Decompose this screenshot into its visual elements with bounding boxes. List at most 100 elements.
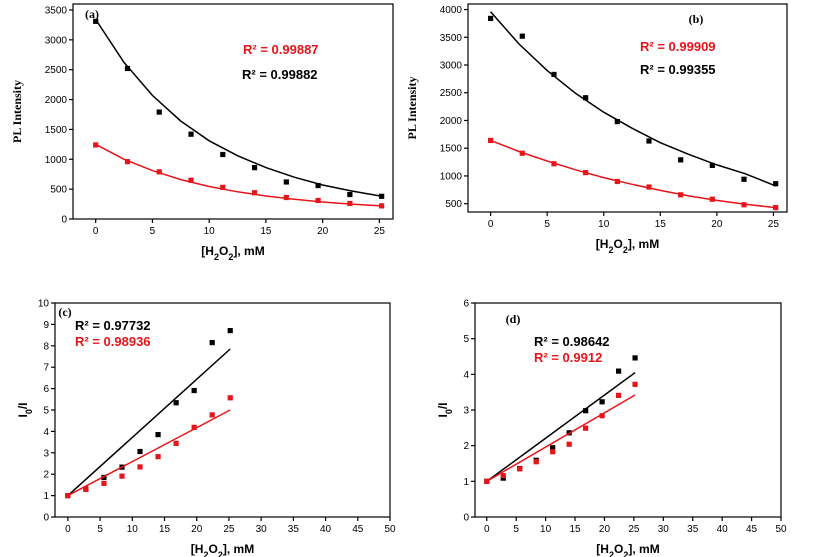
fit-line-black: [67, 348, 231, 497]
fit-line-red: [67, 409, 231, 497]
y-tick-label: 3500: [45, 5, 68, 16]
data-point-red: [227, 395, 233, 401]
data-point-black: [488, 15, 494, 22]
x-tick-label: 30: [658, 524, 670, 535]
data-point-red: [191, 424, 197, 430]
plot-frame: [72, 3, 394, 220]
data-point-black: [550, 445, 556, 451]
data-point-black: [220, 151, 226, 158]
data-point-black: [124, 65, 131, 72]
data-point-red: [500, 473, 506, 479]
x-tick-label: 40: [320, 524, 332, 535]
fit-line-red: [486, 394, 636, 482]
x-tick-label: 30: [256, 524, 268, 535]
y-tick-label: 2000: [45, 95, 68, 106]
x-tick-label: 0: [488, 219, 494, 230]
data-point-black: [156, 109, 162, 115]
data-point-red: [315, 197, 321, 204]
data-point-red: [283, 194, 289, 201]
chart-panel-c: 0 5 10 15 20 25 30 35 40 45 50012345678910(c)[H2O2…: [16, 299, 396, 557]
data-point-red: [773, 204, 779, 211]
x-tick-label: 25: [374, 226, 386, 237]
data-point-red: [646, 184, 652, 190]
x-tick-label: 20: [599, 524, 611, 535]
y-tick-label: 1500: [45, 125, 68, 136]
plot-frame: [474, 302, 782, 518]
data-point-red: [583, 425, 589, 431]
data-point-red: [678, 192, 684, 198]
r2-label-black: R² = 0.99882: [242, 67, 318, 82]
data-point-red: [741, 202, 747, 208]
x-axis-title: [H2O2], mM: [596, 237, 659, 255]
data-point-black: [615, 368, 622, 374]
y-tick-label: 0: [463, 513, 469, 524]
x-axis-title: [H2O2], mM: [596, 542, 659, 557]
x-tick-label: 5: [150, 226, 156, 237]
x-tick-label: 50: [384, 524, 396, 535]
r2-label-red: R² = 0.99887: [243, 42, 319, 57]
x-tick-label: 5: [513, 524, 519, 535]
data-point-black: [283, 179, 289, 185]
data-point-red: [533, 459, 539, 465]
y-tick-label: 2500: [440, 88, 463, 99]
x-tick-label: 45: [746, 524, 758, 535]
data-point-black: [173, 400, 179, 406]
data-point-black: [347, 191, 353, 198]
fit-line-black: [490, 11, 776, 187]
y-tick-label: 2: [43, 470, 49, 481]
data-point-black: [678, 157, 684, 163]
y-tick-label: 4000: [440, 5, 463, 16]
panel-label: (c): [58, 305, 71, 319]
data-point-black: [137, 448, 143, 455]
y-tick-label: 5: [43, 406, 49, 417]
data-point-red: [124, 159, 131, 165]
x-tick-label: 15: [569, 524, 581, 535]
data-point-red: [632, 381, 638, 387]
x-tick-label: 35: [288, 524, 300, 535]
y-tick-label: 8: [43, 341, 49, 352]
data-point-black: [227, 328, 233, 334]
y-tick-label: 3000: [45, 35, 68, 46]
r2-label-red: R² = 0.98936: [75, 334, 151, 349]
data-point-red: [599, 413, 605, 419]
data-point-red: [156, 169, 162, 175]
x-tick-label: 15: [260, 226, 272, 237]
data-point-black: [632, 355, 638, 361]
data-point-red: [550, 449, 556, 455]
data-point-red: [173, 440, 179, 446]
fit-line-red: [490, 139, 776, 209]
y-tick-label: 1500: [440, 144, 463, 155]
data-point-red: [709, 196, 715, 202]
x-tick-label: 20: [711, 219, 723, 230]
plot-frame: [467, 3, 788, 213]
y-axis-title: PL Intensity: [10, 80, 24, 143]
data-point-red: [583, 170, 589, 176]
x-tick-label: 10: [204, 226, 216, 237]
x-tick-label: 15: [655, 219, 667, 230]
y-tick-label: 1000: [440, 171, 463, 182]
x-tick-label: 0: [93, 226, 99, 237]
y-tick-label: 3: [463, 406, 469, 417]
r2-label-black: R² = 0.99355: [640, 62, 716, 77]
data-point-black: [741, 176, 747, 182]
x-tick-label: 40: [717, 524, 729, 535]
data-point-red: [188, 177, 194, 183]
x-tick-label: 50: [775, 524, 787, 535]
data-point-black: [379, 193, 385, 199]
y-tick-label: 1000: [45, 155, 68, 166]
data-point-red: [251, 190, 258, 196]
fit-line-red: [95, 143, 382, 207]
data-point-red: [519, 150, 525, 156]
y-axis-title: I0/I: [16, 402, 34, 417]
y-tick-label: 5: [463, 334, 469, 345]
r2-label-black: R² = 0.97732: [75, 318, 151, 333]
data-point-black: [315, 182, 321, 189]
data-point-black: [551, 71, 557, 78]
data-point-black: [251, 165, 258, 171]
panel-label: (d): [506, 312, 521, 326]
y-tick-label: 2: [463, 441, 469, 452]
data-point-red: [119, 473, 125, 479]
y-tick-label: 6: [463, 299, 469, 310]
y-tick-label: 0: [61, 215, 67, 226]
